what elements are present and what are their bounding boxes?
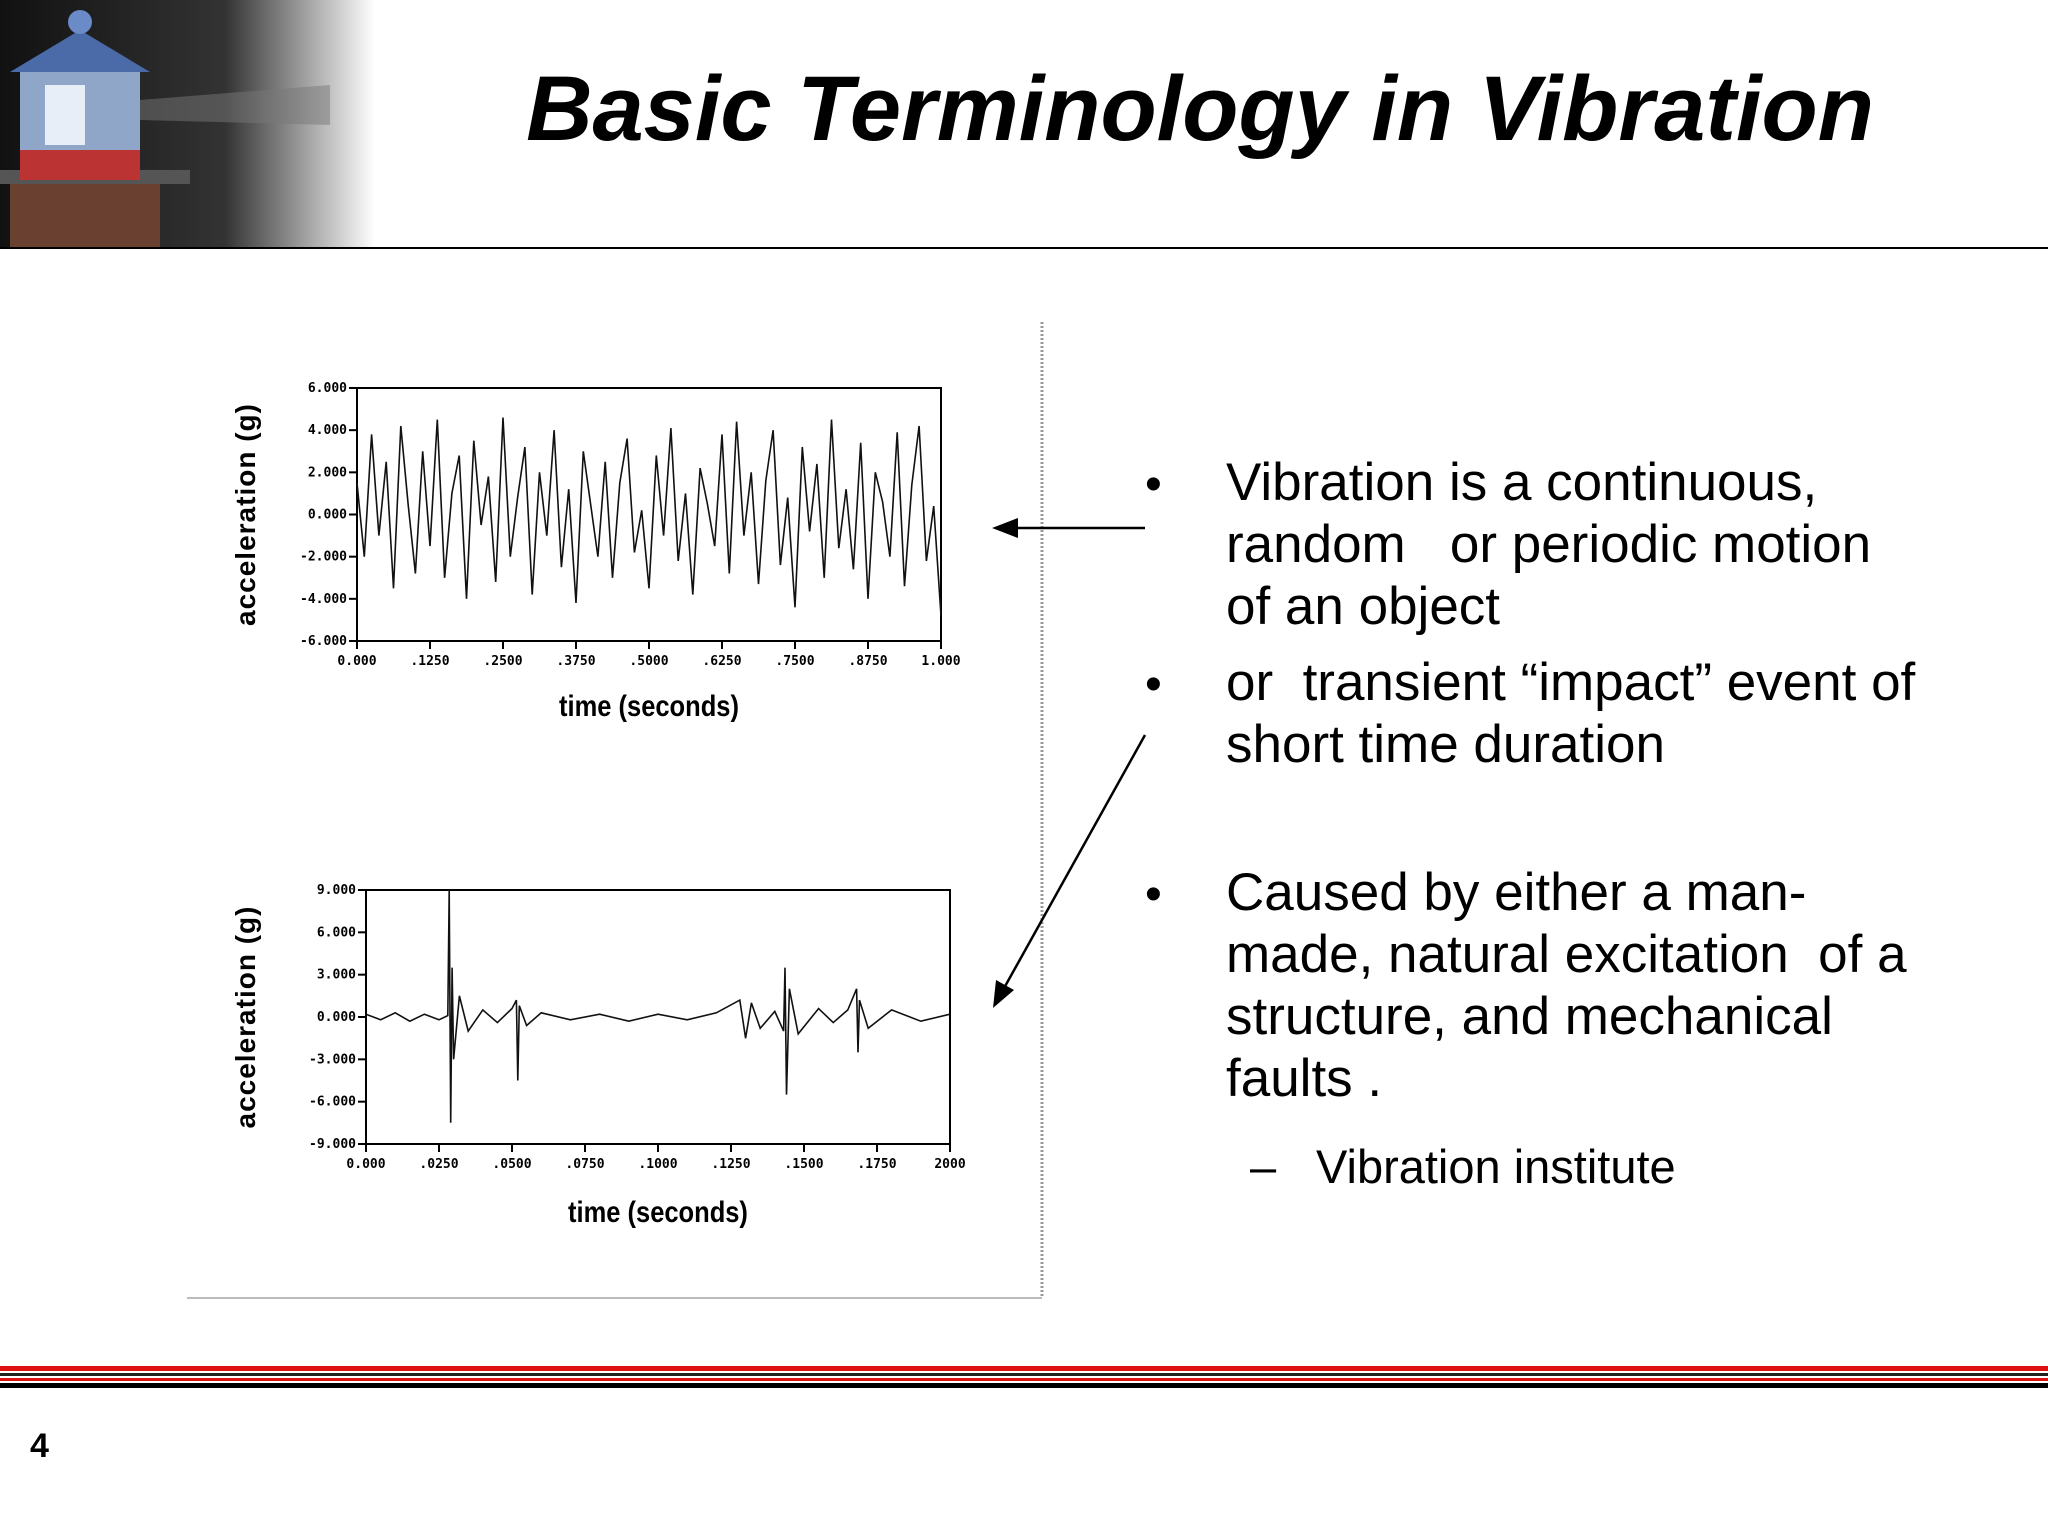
waveform-chart: 6.000 4.000 2.000 0.000 -2.000 -4.000 -6.000 0.… (230, 381, 961, 722)
y-tick-label: 2.000 (308, 465, 347, 480)
bullet-dot: • (1145, 458, 1162, 511)
x-tick-label: .2500 (483, 654, 522, 669)
y-tick-label: -6.000 (300, 634, 347, 649)
waveform-chart: 9.000 6.000 3.000 0.000 -3.000 -6.000 -9.000 0.… (230, 883, 966, 1228)
y-tick-label: 0.000 (317, 1010, 356, 1025)
x-axis-label: time (seconds) (568, 1195, 748, 1228)
x-tick-label: .0250 (419, 1157, 458, 1172)
y-tick-label: -6.000 (309, 1095, 356, 1110)
x-tick-label: .3750 (556, 654, 595, 669)
x-tick-label: .1000 (638, 1157, 677, 1172)
bullet-line: of an object (1226, 577, 1500, 636)
page-number: 4 (30, 1427, 49, 1465)
bullet-line: or transient “impact” event of (1226, 653, 1916, 712)
y-tick-label: -9.000 (309, 1137, 356, 1152)
x-tick-label: 1.000 (921, 654, 960, 669)
signal-line (356, 417, 942, 616)
logo (0, 0, 375, 248)
x-tick-label: .1750 (857, 1157, 896, 1172)
bullet-dot: • (1145, 868, 1162, 921)
bullet-list: • Vibration is a continuous,random or per… (1145, 453, 1916, 1193)
y-axis-label: acceleration (g) (230, 906, 261, 1129)
x-tick-label: .1500 (784, 1157, 823, 1172)
x-axis-label: time (seconds) (559, 689, 739, 722)
y-tick-label: -4.000 (300, 592, 347, 607)
bullet-line: random or periodic motion (1226, 515, 1871, 574)
x-tick-label: .5000 (629, 654, 668, 669)
y-tick-label: 3.000 (317, 968, 356, 983)
y-tick-label: 4.000 (308, 423, 347, 438)
bullet-line: faults . (1226, 1049, 1382, 1108)
y-tick-label: -3.000 (309, 1052, 356, 1067)
bullet-dot: • (1145, 658, 1162, 711)
charts: 6.000 4.000 2.000 0.000 -2.000 -4.000 -6.000 0.… (230, 381, 966, 1228)
y-tick-label: 9.000 (317, 883, 356, 898)
slide-title: Basic Terminology in Vibration (526, 58, 1874, 160)
y-tick-label: -2.000 (300, 550, 347, 565)
y-tick-label: 0.000 (308, 508, 347, 523)
y-axis-label: acceleration (g) (230, 403, 261, 626)
x-tick-label: .0750 (565, 1157, 604, 1172)
sub-bullet-dash: – (1250, 1140, 1277, 1193)
bullet-line: Caused by either a man- (1226, 863, 1806, 922)
figure-frame (187, 322, 1044, 1299)
sub-bullet-text: Vibration institute (1316, 1140, 1676, 1193)
y-tick-label: 6.000 (308, 381, 347, 396)
x-tick-label: .7500 (775, 654, 814, 669)
x-tick-label: .1250 (410, 654, 449, 669)
bullet-line: Vibration is a continuous, (1226, 453, 1817, 512)
x-tick-label: .8750 (848, 654, 887, 669)
x-tick-label: 0.000 (337, 654, 376, 669)
bullet-line: made, natural excitation of a (1226, 925, 1907, 984)
x-tick-label: 2000 (934, 1157, 965, 1172)
y-tick-label: 6.000 (317, 925, 356, 940)
arrows (992, 518, 1147, 1008)
x-tick-label: .6250 (702, 654, 741, 669)
signal-line (365, 889, 951, 1123)
footer-rule (0, 1366, 2048, 1388)
bullet-line: short time duration (1226, 715, 1665, 774)
x-tick-label: .0500 (492, 1157, 531, 1172)
plot-frame (356, 387, 942, 642)
x-tick-label: 0.000 (346, 1157, 385, 1172)
bullet-line: structure, and mechanical (1226, 987, 1833, 1046)
x-tick-label: .1250 (711, 1157, 750, 1172)
